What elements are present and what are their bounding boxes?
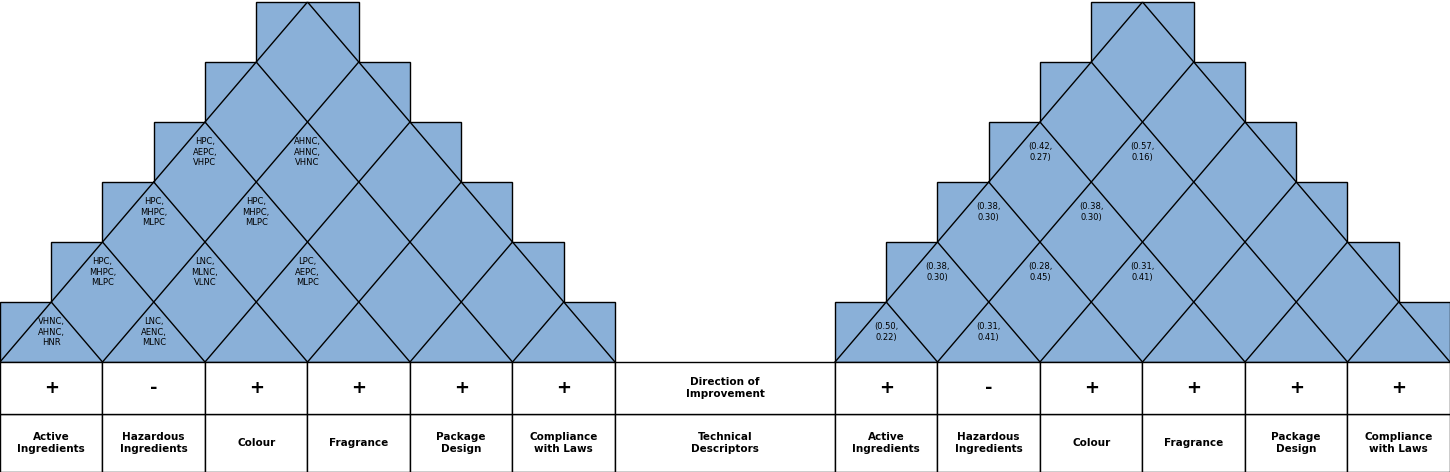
Text: (0.31,
0.41): (0.31, 0.41)	[1131, 262, 1154, 282]
Bar	[103, 414, 204, 472]
Bar	[1347, 414, 1450, 472]
Bar	[1246, 414, 1347, 472]
Text: +: +	[1391, 379, 1406, 397]
Text: HPC,
MHPC,
MLPC: HPC, MHPC, MLPC	[88, 257, 116, 287]
Text: LPC,
AEPC,
MLPC: LPC, AEPC, MLPC	[296, 257, 320, 287]
Text: +: +	[351, 379, 367, 397]
Text: Package
Design: Package Design	[1272, 432, 1321, 454]
Text: HPC,
AEPC,
VHPC: HPC, AEPC, VHPC	[193, 137, 218, 167]
Text: +: +	[1289, 379, 1304, 397]
Bar	[512, 362, 615, 414]
Bar	[615, 362, 835, 414]
Text: LNC,
MLNC,
VLNC: LNC, MLNC, VLNC	[191, 257, 219, 287]
Bar	[103, 362, 204, 414]
Bar	[1246, 362, 1347, 414]
Text: (0.42,
0.27): (0.42, 0.27)	[1028, 142, 1053, 162]
Bar	[410, 414, 512, 472]
Text: (0.31,
0.41): (0.31, 0.41)	[976, 322, 1000, 342]
Text: Colour: Colour	[238, 438, 276, 448]
Text: LNC,
AENC,
MLNC: LNC, AENC, MLNC	[141, 317, 167, 347]
Text: VHNC,
AHNC,
HNR: VHNC, AHNC, HNR	[38, 317, 65, 347]
Bar	[1143, 414, 1246, 472]
Text: -: -	[149, 379, 158, 397]
Text: (0.38,
0.30): (0.38, 0.30)	[1079, 202, 1103, 222]
Bar	[938, 414, 1040, 472]
Text: +: +	[557, 379, 571, 397]
Text: Colour: Colour	[1072, 438, 1111, 448]
Bar	[938, 362, 1040, 414]
Bar	[307, 362, 410, 414]
Text: Compliance
with Laws: Compliance with Laws	[529, 432, 597, 454]
Text: +: +	[879, 379, 893, 397]
Bar	[307, 414, 410, 472]
Text: (0.38,
0.30): (0.38, 0.30)	[925, 262, 950, 282]
Text: HPC,
MHPC,
MLPC: HPC, MHPC, MLPC	[141, 197, 167, 227]
Text: Direction of
Improvement: Direction of Improvement	[686, 377, 764, 399]
Bar	[410, 362, 512, 414]
Text: Package
Design: Package Design	[436, 432, 486, 454]
Bar	[0, 414, 103, 472]
Text: Active
Ingredients: Active Ingredients	[17, 432, 86, 454]
Text: (0.28,
0.45): (0.28, 0.45)	[1028, 262, 1053, 282]
Text: Technical
Descriptors: Technical Descriptors	[692, 432, 758, 454]
Bar	[204, 414, 307, 472]
Text: +: +	[1083, 379, 1099, 397]
Bar	[835, 414, 938, 472]
Bar	[1347, 362, 1450, 414]
Text: (0.50,
0.22): (0.50, 0.22)	[874, 322, 899, 342]
Text: Compliance
with Laws: Compliance with Laws	[1364, 432, 1433, 454]
Bar	[835, 362, 938, 414]
Text: Fragrance: Fragrance	[329, 438, 389, 448]
Text: +: +	[249, 379, 264, 397]
Bar	[1040, 414, 1143, 472]
Bar	[1040, 362, 1143, 414]
Bar	[615, 414, 835, 472]
Text: HPC,
MHPC,
MLPC: HPC, MHPC, MLPC	[242, 197, 270, 227]
Bar	[0, 362, 103, 414]
Text: (0.57,
0.16): (0.57, 0.16)	[1131, 142, 1154, 162]
Text: Active
Ingredients: Active Ingredients	[853, 432, 921, 454]
Text: Fragrance: Fragrance	[1164, 438, 1224, 448]
Text: -: -	[985, 379, 992, 397]
Text: (0.38,
0.30): (0.38, 0.30)	[976, 202, 1000, 222]
Text: AHNC,
AHNC,
VHNC: AHNC, AHNC, VHNC	[294, 137, 320, 167]
Polygon shape	[0, 2, 615, 362]
Text: +: +	[44, 379, 59, 397]
Bar	[1143, 362, 1246, 414]
Text: +: +	[454, 379, 468, 397]
Bar	[512, 414, 615, 472]
Polygon shape	[835, 2, 1450, 362]
Text: Hazardous
Ingredients: Hazardous Ingredients	[956, 432, 1022, 454]
Text: Hazardous
Ingredients: Hazardous Ingredients	[120, 432, 187, 454]
Text: +: +	[1186, 379, 1201, 397]
Bar	[204, 362, 307, 414]
